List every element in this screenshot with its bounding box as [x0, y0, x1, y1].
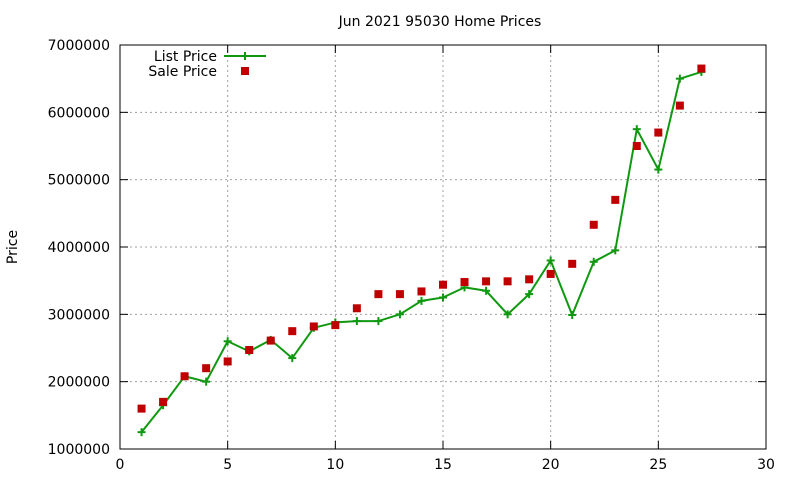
list-price-point [675, 74, 684, 83]
list-price-point [611, 246, 620, 255]
list-price-point [395, 310, 404, 319]
list-price-point [632, 125, 641, 134]
x-tick-label: 20 [542, 457, 560, 473]
sale-price-point [589, 220, 598, 229]
x-tick-label: 0 [116, 457, 125, 473]
sale-price-point [568, 259, 577, 268]
sale-price-series [137, 64, 706, 413]
list-price-point [137, 428, 146, 437]
list-price-point [223, 337, 232, 346]
y-tick-label: 7000000 [48, 38, 110, 54]
sale-price-point [654, 128, 663, 137]
x-tick-label: 5 [223, 457, 232, 473]
sale-price-point [460, 278, 469, 287]
sale-price-point [525, 275, 534, 284]
sale-price-point [159, 397, 168, 406]
chart-title: Jun 2021 95030 Home Prices [338, 14, 542, 30]
sale-price-point [503, 277, 512, 286]
x-tick-label: 30 [757, 457, 775, 473]
sale-price-point [439, 280, 447, 289]
list-price-point [546, 256, 555, 265]
sale-price-point [417, 287, 426, 296]
legend-marker-sale-price [241, 67, 249, 75]
y-tick-label: 6000000 [48, 105, 110, 121]
y-tick-label: 2000000 [48, 375, 110, 391]
sale-price-point [223, 357, 232, 366]
sale-price-point [245, 346, 254, 355]
y-tick-label: 3000000 [48, 307, 110, 323]
sale-price-point [288, 327, 297, 336]
sale-price-point [546, 269, 555, 278]
sale-price-point [611, 195, 620, 204]
x-tick-labels: 0 5 10 15 20 25 30 [116, 457, 775, 473]
legend-marker-list-price [241, 52, 249, 60]
sale-price-point [675, 101, 684, 110]
grid [120, 45, 766, 449]
sale-price-point [266, 336, 275, 345]
x-tick-label: 10 [326, 457, 344, 473]
x-tick-label: 15 [434, 457, 452, 473]
sale-price-point [331, 321, 340, 330]
sale-price-point [374, 290, 383, 299]
list-price-point [439, 293, 447, 302]
list-price-point [417, 296, 426, 305]
sale-price-point [395, 290, 404, 299]
sale-price-point [697, 64, 706, 73]
list-price-point [503, 310, 512, 319]
sale-price-point [202, 364, 211, 373]
list-price-series [137, 67, 706, 437]
sale-price-point [309, 322, 318, 331]
list-price-point [352, 317, 361, 326]
y-tick-labels: 1000000 2000000 3000000 4000000 5000000 60000… [48, 38, 110, 458]
legend-label-list-price: List Price [154, 49, 217, 65]
list-price-point [525, 290, 534, 299]
list-price-point [288, 354, 297, 363]
list-price-point [589, 257, 598, 266]
legend: List Price Sale Price [148, 49, 266, 80]
y-tick-label: 4000000 [48, 240, 110, 256]
list-price-point [374, 317, 383, 326]
list-price-point [568, 311, 577, 320]
y-tick-label: 5000000 [48, 173, 110, 189]
sale-price-point [352, 304, 361, 313]
y-tick-label: 1000000 [48, 442, 110, 458]
x-tick-label: 25 [649, 457, 667, 473]
sale-price-point [632, 142, 641, 150]
list-price-point [202, 377, 211, 386]
list-price-line [140, 70, 702, 433]
legend-label-sale-price: Sale Price [148, 64, 217, 80]
y-axis-label: Price [5, 230, 21, 264]
tick-marks [119, 44, 767, 450]
sale-price-point [180, 372, 189, 381]
sale-price-point [482, 277, 491, 286]
list-price-point [482, 286, 491, 295]
sale-price-point [137, 404, 146, 413]
list-price-point [654, 165, 663, 174]
